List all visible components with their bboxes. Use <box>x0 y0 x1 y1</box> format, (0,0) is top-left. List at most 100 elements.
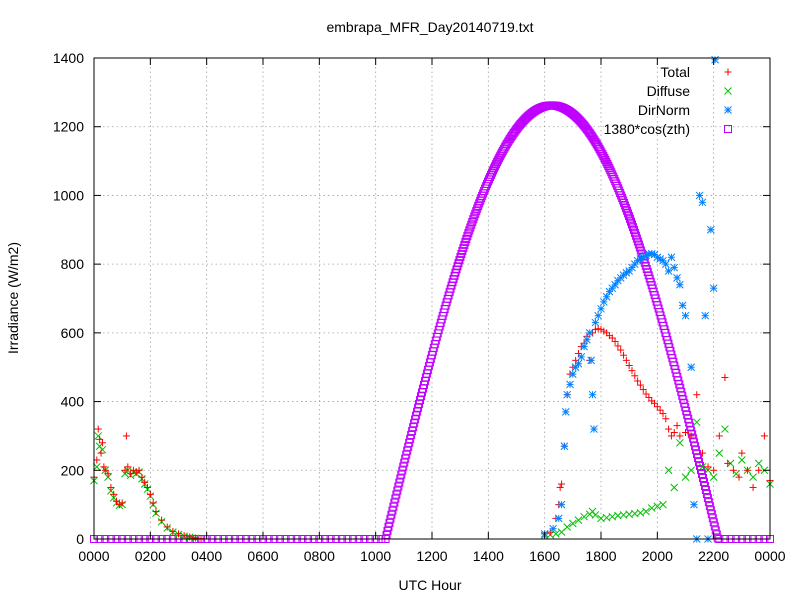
data-point-square <box>626 217 635 226</box>
data-point-plus <box>558 480 566 488</box>
data-point-cross <box>647 504 656 512</box>
legend-marker <box>724 68 732 76</box>
data-point-square <box>461 237 470 246</box>
data-point-square <box>703 494 712 503</box>
data-point-star <box>580 342 588 351</box>
data-point-cross <box>749 473 757 482</box>
data-point-plus <box>144 483 152 491</box>
data-point-cross <box>659 500 667 509</box>
data-point-star <box>594 311 603 320</box>
x-tick-label: 1600 <box>529 548 560 564</box>
data-point-plus <box>124 463 132 471</box>
data-point-square <box>390 498 399 507</box>
data-point-star <box>574 359 583 368</box>
data-point-cross <box>715 449 724 457</box>
data-point-star <box>667 253 676 262</box>
data-point-star <box>568 370 577 378</box>
data-point-plus <box>749 483 757 491</box>
data-point-square <box>625 212 634 221</box>
data-point-square <box>394 482 403 491</box>
y-tick-label: 1400 <box>53 50 84 66</box>
data-point-star <box>560 442 569 451</box>
data-point-star <box>561 408 570 416</box>
data-point-plus <box>628 367 636 375</box>
data-point-plus <box>118 499 126 507</box>
data-point-star <box>676 280 684 289</box>
y-tick-label: 1200 <box>53 119 84 135</box>
data-point-cross <box>591 511 600 519</box>
data-point-square <box>466 223 475 232</box>
data-point-plus <box>556 483 564 491</box>
data-point-cross <box>721 425 729 433</box>
x-tick-label: 2200 <box>698 548 729 564</box>
data-point-star <box>661 260 670 268</box>
data-point-star <box>673 274 681 282</box>
data-point-star <box>695 191 704 200</box>
data-point-star <box>678 301 687 310</box>
data-point-square <box>620 199 629 208</box>
data-point-plus <box>738 449 746 457</box>
data-point-plus <box>639 386 647 394</box>
data-point-star <box>587 356 595 365</box>
data-point-plus <box>704 463 712 471</box>
data-point-plus <box>617 346 625 354</box>
data-point-plus <box>631 372 639 380</box>
data-point-plus <box>620 351 628 359</box>
legend: Total Diffuse DirNorm 1380*cos(zth) <box>604 64 732 137</box>
data-point-cross <box>94 432 103 440</box>
data-marks <box>90 55 774 543</box>
data-point-plus <box>729 466 737 474</box>
data-point-star <box>590 425 598 433</box>
data-point-plus <box>735 473 743 481</box>
x-tick-label: 0600 <box>247 548 278 564</box>
data-point-square <box>392 490 401 499</box>
data-point-plus <box>180 532 188 540</box>
data-point-square <box>605 164 614 173</box>
data-point-square <box>629 225 638 234</box>
data-point-plus <box>698 449 706 457</box>
data-point-plus <box>760 432 768 440</box>
data-point-square <box>462 235 471 244</box>
data-point-plus <box>673 422 681 430</box>
data-point-star <box>709 284 718 293</box>
data-point-square <box>385 518 394 527</box>
data-point-square <box>388 506 397 515</box>
data-point-square <box>469 215 478 224</box>
data-point-square <box>460 240 469 249</box>
data-point-square <box>463 232 472 241</box>
data-point-square <box>704 498 713 507</box>
data-point-plus <box>97 449 105 457</box>
data-point-square <box>604 162 613 171</box>
data-point-square <box>630 228 639 237</box>
data-point-square <box>488 166 497 175</box>
data-point-cross <box>681 473 690 482</box>
data-point-star <box>557 500 566 509</box>
data-point-square <box>626 214 635 223</box>
data-point-plus <box>135 466 143 474</box>
data-point-plus <box>98 439 106 447</box>
data-point-cross <box>676 438 684 447</box>
legend-marker <box>724 87 732 95</box>
data-point-star <box>706 225 715 234</box>
data-point-plus <box>122 432 130 440</box>
data-point-square <box>627 220 636 229</box>
data-point-star <box>554 514 563 523</box>
legend-marker <box>724 106 732 114</box>
data-point-plus <box>146 490 154 498</box>
data-point-cross <box>664 466 673 475</box>
data-point-plus <box>614 342 622 350</box>
data-point-star <box>711 55 719 64</box>
data-point-square <box>472 207 481 216</box>
data-point-plus <box>104 470 112 478</box>
data-point-plus <box>625 361 633 369</box>
data-point-square <box>702 490 711 499</box>
data-point-square <box>631 231 640 240</box>
data-point-square <box>471 209 480 218</box>
data-point-square <box>490 162 499 171</box>
data-point-plus <box>100 463 108 471</box>
data-point-plus <box>158 516 166 524</box>
data-point-square <box>634 240 643 249</box>
data-point-plus <box>622 356 630 364</box>
data-point-plus <box>693 391 701 399</box>
data-point-cross <box>574 516 583 524</box>
